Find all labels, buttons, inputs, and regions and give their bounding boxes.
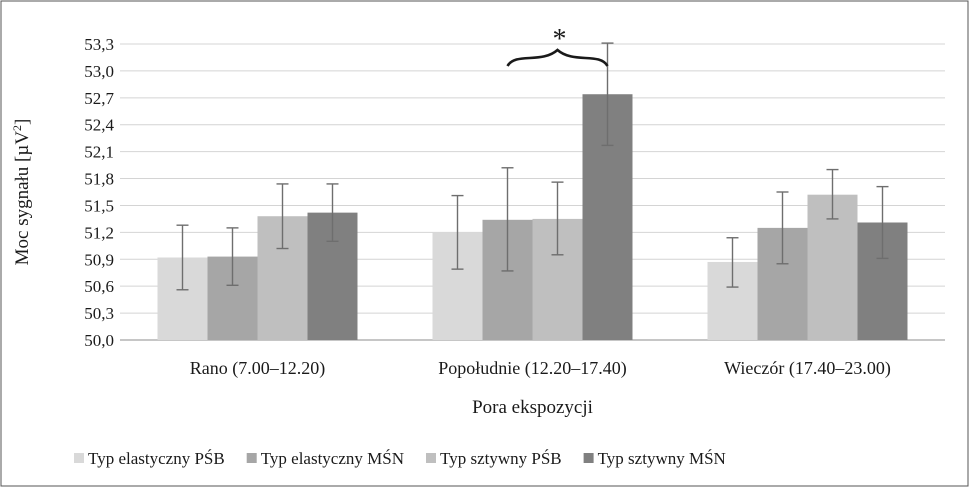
legend-label: Typ sztywny PŚB: [440, 449, 562, 468]
category-label: Wieczór (17.40–23.00): [724, 358, 891, 379]
error-bars: [176, 42, 889, 291]
y-tick-label: 50,6: [84, 277, 114, 296]
y-tick-label: 50,3: [84, 304, 114, 323]
legend: Typ elastyczny PŚB Typ elastyczny MŚN Typ …: [74, 449, 726, 468]
bars: [157, 94, 908, 340]
y-axis-title-close: ]: [12, 119, 33, 125]
y-tick-label: 52,1: [84, 143, 114, 162]
y-tick-label: 51,2: [84, 223, 114, 242]
legend-swatch: [426, 453, 436, 463]
category-label: Popołudnie (12.20–17.40): [438, 358, 627, 379]
y-axis-title: Moc sygnału [µV2]: [10, 119, 33, 266]
x-axis-title: Pora ekspozycji: [472, 397, 593, 418]
significance-brace: [506, 48, 609, 67]
legend-label: Typ elastyczny MŚN: [261, 449, 404, 468]
significance-marker: *: [553, 24, 567, 55]
y-axis-ticks: 50,0 50,3 50,6 50,9 51,2 51,5 51,8 52,1 52,4 52,7…: [84, 35, 114, 350]
y-tick-label: 52,7: [84, 89, 114, 108]
significance-annotation: *: [506, 24, 609, 67]
y-tick-label: 51,5: [84, 196, 114, 215]
y-axis-title-superscript: 2: [10, 125, 24, 131]
legend-label: Typ elastyczny PŚB: [88, 449, 225, 468]
legend-swatch: [74, 453, 84, 463]
y-tick-label: 52,4: [84, 116, 114, 135]
y-tick-label: 53,0: [84, 62, 114, 81]
y-tick-label: 53,3: [84, 35, 114, 54]
legend-swatch: [583, 453, 594, 463]
legend-swatch: [246, 453, 257, 463]
legend-label: Typ sztywny MŚN: [598, 449, 726, 468]
y-tick-label: 51,8: [84, 170, 114, 189]
category-label: Rano (7.00–12.20): [190, 358, 325, 379]
y-axis-title-main: Moc sygnału [µV: [12, 131, 33, 266]
y-tick-label: 50,0: [84, 331, 114, 350]
y-tick-label: 50,9: [84, 250, 114, 269]
category-labels: Rano (7.00–12.20) Popołudnie (12.20–17.40…: [190, 358, 891, 379]
